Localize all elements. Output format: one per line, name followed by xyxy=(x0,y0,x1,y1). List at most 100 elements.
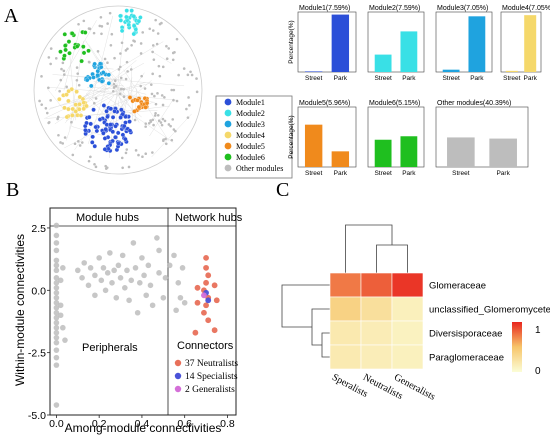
network-node xyxy=(127,165,131,169)
y-tick-label: -2.5 xyxy=(28,348,46,360)
scatter-point xyxy=(79,275,85,281)
network-graph xyxy=(33,5,203,175)
network-edge xyxy=(55,20,97,92)
scatter-point xyxy=(53,334,60,341)
region-label-connectors: Connectors xyxy=(177,340,234,352)
x-tick-label: 0.0 xyxy=(49,418,64,430)
bar-park xyxy=(331,151,350,167)
row-dendrogram xyxy=(281,284,330,328)
scatter-point xyxy=(53,299,60,306)
scatter-legend-swatch xyxy=(174,372,182,380)
scatter-point xyxy=(53,347,60,353)
module-2-nodes xyxy=(118,8,143,37)
network-node xyxy=(90,134,95,140)
heatmap-row-label: Diversisporaceae xyxy=(429,329,502,340)
network-node xyxy=(155,42,159,46)
network-node xyxy=(119,87,123,91)
network-node xyxy=(77,83,81,87)
network-node xyxy=(77,94,83,100)
network-node xyxy=(175,37,179,41)
network-node xyxy=(154,102,158,106)
network-node xyxy=(119,76,123,80)
network-edge xyxy=(49,82,151,109)
bar-street xyxy=(374,139,392,167)
network-node xyxy=(56,117,59,121)
network-node xyxy=(73,109,78,114)
network-node xyxy=(177,73,180,77)
network-node xyxy=(88,121,93,127)
bar-subplot-5: Module5(5.96%) Street Park Percentage(%) xyxy=(288,100,357,177)
network-node xyxy=(99,79,105,84)
scatter-point xyxy=(53,289,60,296)
scatter-point xyxy=(62,337,68,343)
network-node xyxy=(67,50,72,56)
network-node xyxy=(147,121,151,125)
network-edge xyxy=(108,41,164,75)
network-node xyxy=(101,130,106,136)
network-node xyxy=(113,56,116,60)
bar-park xyxy=(331,14,350,72)
network-node xyxy=(129,68,133,71)
network-node xyxy=(110,129,116,134)
network-node xyxy=(113,135,118,140)
network-node xyxy=(170,88,173,92)
scatter-point xyxy=(53,222,60,229)
network-legend: Module1 Module2 Module3 Module4 Module5 Modul… xyxy=(215,95,293,179)
bar-street xyxy=(304,124,323,167)
scatter-point xyxy=(53,267,60,274)
network-node xyxy=(81,100,86,105)
bar-park xyxy=(524,15,537,72)
scatter-point xyxy=(156,247,162,254)
network-node xyxy=(121,123,127,129)
network-node xyxy=(59,78,63,82)
network-node xyxy=(57,133,60,137)
network-node xyxy=(81,106,86,111)
legend-swatch-module5 xyxy=(224,142,232,150)
region-label-module-hubs: Module hubs xyxy=(76,212,139,224)
scatter-point xyxy=(53,309,60,316)
network-node xyxy=(63,136,67,139)
network-node xyxy=(116,141,121,146)
bar-category-label: Park xyxy=(470,75,484,82)
network-node xyxy=(115,130,121,136)
network-node xyxy=(165,57,169,61)
scatter-point xyxy=(104,270,111,276)
scatter-point xyxy=(53,319,60,326)
connector-point xyxy=(192,329,199,336)
network-node xyxy=(91,107,96,113)
network-node xyxy=(189,70,192,74)
network-node xyxy=(127,119,132,124)
legend-swatch-module1 xyxy=(224,98,232,106)
scatter-point xyxy=(128,277,135,284)
network-node xyxy=(66,88,71,94)
network-node xyxy=(84,103,89,109)
network-node xyxy=(139,52,143,55)
network-node xyxy=(144,125,147,128)
bar-subplot-title: Other modules(40.39%) xyxy=(437,100,511,107)
network-node xyxy=(151,118,155,122)
scatter-legend-swatch xyxy=(174,359,182,367)
network-node xyxy=(138,15,143,20)
heatmap-row-label: unclassified_Glomeromycetes xyxy=(429,305,550,316)
network-node xyxy=(136,18,142,24)
network-node xyxy=(127,95,133,100)
network-node xyxy=(119,52,122,55)
legend-swatch-module3 xyxy=(224,120,232,128)
network-node xyxy=(58,89,61,93)
network-node xyxy=(93,101,96,105)
scatter-plot-frame xyxy=(49,207,237,416)
scatter-point xyxy=(173,307,179,314)
network-node xyxy=(169,124,172,128)
scatter-legend-label: 37 Neutralists xyxy=(185,359,238,369)
bar-subplot-title: Module6(5.15%) xyxy=(369,100,420,107)
bar-street xyxy=(304,71,323,72)
network-node xyxy=(158,74,162,78)
scatter-point xyxy=(179,265,186,271)
network-node xyxy=(174,129,177,133)
network-node xyxy=(170,138,174,142)
network-node xyxy=(81,50,87,56)
network-node xyxy=(87,60,91,64)
scatter-legend-swatch xyxy=(174,385,182,393)
network-edge xyxy=(150,50,172,64)
network-node xyxy=(101,70,106,75)
